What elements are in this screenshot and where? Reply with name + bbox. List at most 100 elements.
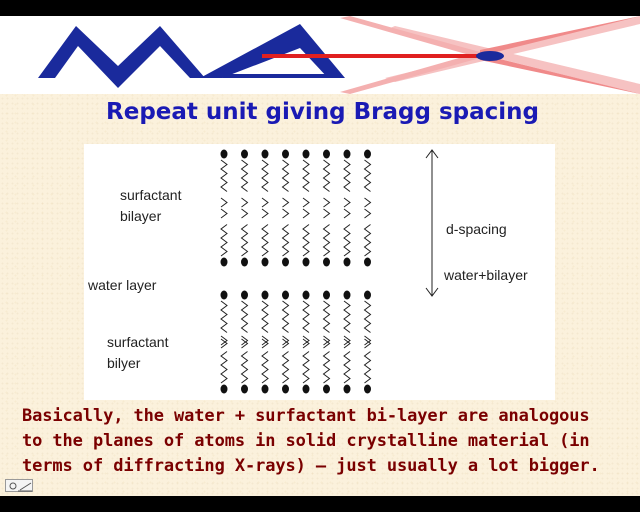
logo-letter-a — [200, 24, 345, 78]
surfactant-head — [323, 384, 330, 394]
surfactant-tail — [364, 335, 372, 346]
surfactant-head — [261, 384, 269, 394]
label-surfactant-bilayer-bottom: surfactant bilyer — [107, 332, 168, 374]
label-water-bilayer: water+bilayer — [444, 267, 528, 283]
surfactant-tail — [240, 159, 249, 192]
surfactant-tail — [302, 224, 310, 257]
caption-line: to the planes of atoms in solid crystall… — [22, 431, 590, 451]
label-line: surfactant — [107, 334, 169, 350]
surfactant-tail — [323, 208, 331, 219]
surfactant-tail — [281, 300, 290, 333]
surfactant-head — [220, 290, 228, 300]
caption-line: Basically, the water + surfactant bi-lay… — [22, 406, 590, 426]
surfactant-head — [282, 149, 289, 159]
surfactant-tail — [220, 224, 228, 257]
surfactant-tail — [322, 351, 331, 384]
surfactant-tail — [261, 208, 269, 219]
surfactant-tail — [281, 224, 290, 257]
surfactant-head — [364, 149, 371, 159]
surfactant-tail — [364, 197, 372, 208]
surfactant-head — [241, 257, 248, 267]
surfactant-head — [302, 257, 310, 267]
label-line: bilyer — [107, 355, 141, 371]
surfactant-tail — [241, 197, 249, 208]
surfactant-tail — [241, 208, 249, 219]
surfactant-tail — [282, 335, 290, 346]
surfactant-tail — [364, 208, 372, 219]
surfactant-tail — [322, 300, 331, 333]
surfactant-tail — [302, 351, 310, 384]
label-d-spacing: d-spacing — [446, 221, 507, 237]
caption-line: terms of diffracting X-rays) – just usua… — [22, 456, 600, 476]
surfactant-tail — [343, 351, 351, 384]
caption-text: Basically, the water + surfactant bi-lay… — [22, 404, 622, 479]
surfactant-tail — [220, 159, 228, 192]
label-line: surfactant — [120, 187, 182, 203]
surfactant-tail — [343, 338, 351, 349]
surfactant-tail — [323, 335, 331, 346]
max-logo — [38, 16, 640, 94]
surfactant-tail — [220, 208, 228, 219]
surfactant-tail — [261, 224, 269, 257]
banner — [0, 16, 640, 94]
surfactant-tail — [240, 351, 249, 384]
surfactant-tail — [220, 338, 228, 349]
surfactant-tail — [363, 224, 372, 257]
surfactant-tail — [363, 159, 372, 192]
surfactant-tail — [220, 351, 228, 384]
surfactant-tail — [302, 159, 310, 192]
surfactant-head — [323, 149, 330, 159]
slide: Repeat unit giving Bragg spacing surfact… — [0, 16, 640, 496]
logo-letter-m — [38, 26, 205, 88]
surfactant-tail — [282, 208, 290, 219]
surfactant-tail — [364, 338, 372, 349]
surfactant-head — [220, 149, 228, 159]
surfactant-tail — [363, 351, 372, 384]
label-surfactant-bilayer-top: surfactant bilayer — [120, 185, 181, 227]
surfactant-head — [241, 149, 248, 159]
surfactant-tail — [343, 208, 351, 219]
surfactant-tail — [261, 159, 269, 192]
label-water-layer: water layer — [88, 277, 157, 293]
surfactant-head — [343, 290, 351, 300]
surfactant-head — [241, 290, 248, 300]
surfactant-head — [323, 257, 330, 267]
surfactant-head — [343, 257, 351, 267]
surfactant-head — [282, 384, 289, 394]
bottom-surfactant-layer — [220, 290, 372, 394]
surfactant-head — [282, 257, 289, 267]
surfactant-tail — [220, 300, 228, 333]
surfactant-tail — [240, 224, 249, 257]
surfactant-head — [343, 384, 351, 394]
surfactant-head — [261, 257, 269, 267]
surfactant-head — [220, 257, 228, 267]
surfactant-tail — [343, 159, 351, 192]
surfactant-head — [323, 290, 330, 300]
surfactant-head — [343, 149, 351, 159]
surfactant-tail — [343, 300, 351, 333]
surfactant-tail — [302, 197, 310, 208]
surfactant-tail — [261, 197, 269, 208]
surfactant-head — [302, 290, 310, 300]
slide-nav-icon[interactable] — [5, 479, 33, 492]
surfactant-tail — [220, 197, 228, 208]
logo-red-spot — [476, 51, 504, 61]
logo-red-beam — [262, 54, 492, 58]
diagram-canvas — [220, 149, 439, 394]
top-surfactant-layer — [220, 149, 372, 267]
surfactant-tail — [282, 197, 290, 208]
surfactant-tail — [261, 338, 269, 349]
surfactant-tail — [261, 351, 269, 384]
d-spacing-arrow — [425, 149, 439, 297]
surfactant-tail — [343, 335, 351, 346]
label-line: bilayer — [120, 208, 162, 224]
surfactant-head — [302, 149, 310, 159]
surfactant-tail — [302, 300, 310, 333]
surfactant-tail — [281, 351, 290, 384]
surfactant-head — [261, 149, 269, 159]
surfactant-tail — [261, 300, 269, 333]
surfactant-tail — [343, 197, 351, 208]
surfactant-head — [302, 384, 310, 394]
surfactant-head — [261, 290, 269, 300]
xray-beams — [340, 16, 640, 94]
